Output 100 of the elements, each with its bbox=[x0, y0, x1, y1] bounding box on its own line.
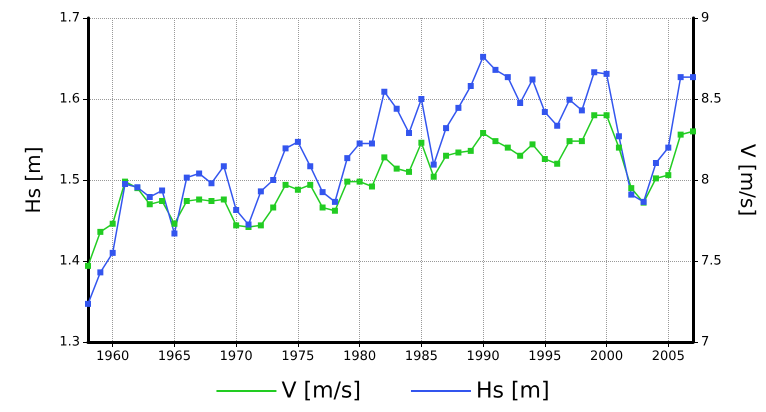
x-tick-label: 2005 bbox=[652, 349, 685, 364]
point bbox=[678, 132, 684, 138]
point bbox=[320, 189, 326, 196]
point bbox=[455, 104, 462, 111]
point bbox=[455, 149, 462, 156]
point bbox=[282, 182, 289, 188]
point bbox=[159, 198, 166, 204]
y2-tick-label: 7.5 bbox=[701, 254, 722, 268]
point bbox=[233, 206, 240, 213]
point bbox=[196, 170, 202, 177]
point bbox=[159, 188, 166, 194]
y-tick-label: 1.4 bbox=[59, 254, 80, 268]
point bbox=[480, 54, 486, 60]
point bbox=[85, 262, 91, 269]
point bbox=[443, 152, 450, 159]
point bbox=[356, 140, 363, 147]
point bbox=[258, 222, 264, 228]
x-tick-label: 1985 bbox=[404, 349, 438, 364]
point bbox=[381, 88, 388, 95]
point bbox=[85, 300, 91, 307]
point bbox=[480, 130, 486, 136]
point bbox=[652, 160, 659, 166]
point bbox=[294, 138, 301, 145]
point bbox=[690, 74, 696, 80]
y-tick-label: 1.3 bbox=[59, 334, 80, 350]
point bbox=[97, 228, 104, 235]
point bbox=[665, 172, 672, 178]
point bbox=[578, 138, 585, 144]
y2-tick-label: 8.5 bbox=[701, 92, 722, 106]
point bbox=[566, 138, 573, 144]
point bbox=[171, 230, 178, 236]
point bbox=[344, 178, 350, 185]
point bbox=[604, 112, 610, 118]
point bbox=[542, 108, 548, 115]
point bbox=[184, 198, 190, 204]
point bbox=[307, 182, 314, 188]
y2-tick-label: 8 bbox=[701, 172, 710, 188]
point bbox=[504, 144, 511, 151]
y2-axis-title: V [m/s] bbox=[736, 144, 760, 216]
x-tick-label: 2000 bbox=[590, 349, 624, 364]
point bbox=[517, 152, 524, 159]
point bbox=[616, 144, 622, 151]
y2-tick-label: 7 bbox=[701, 334, 710, 350]
y-tick-label: 1.5 bbox=[59, 172, 80, 188]
y-tick-label: 1.6 bbox=[59, 92, 80, 106]
point bbox=[517, 100, 524, 106]
point bbox=[529, 76, 536, 83]
point bbox=[110, 250, 116, 256]
point bbox=[332, 198, 338, 205]
point bbox=[146, 194, 153, 200]
point bbox=[332, 208, 338, 214]
point bbox=[344, 155, 350, 162]
point bbox=[320, 204, 326, 211]
point bbox=[591, 112, 598, 118]
point bbox=[294, 186, 301, 193]
point bbox=[616, 133, 622, 140]
point bbox=[220, 196, 227, 202]
point bbox=[258, 188, 264, 194]
legend-label: V [m/s] bbox=[281, 378, 361, 404]
point bbox=[406, 130, 412, 136]
point bbox=[368, 140, 375, 147]
point bbox=[270, 177, 276, 183]
point bbox=[554, 122, 560, 129]
x-tick-label: 1960 bbox=[96, 349, 130, 364]
x-tick-label: 1980 bbox=[343, 349, 376, 364]
point bbox=[468, 148, 474, 154]
legend-label: Hs [m] bbox=[476, 378, 550, 404]
point bbox=[282, 145, 289, 152]
point bbox=[566, 96, 573, 103]
y-axis-title: Hs [m] bbox=[21, 146, 45, 214]
point bbox=[418, 96, 424, 102]
point bbox=[146, 201, 153, 208]
point bbox=[665, 144, 672, 151]
point bbox=[122, 181, 128, 188]
point bbox=[270, 204, 276, 211]
point bbox=[529, 141, 536, 148]
y2-tick-label: 9 bbox=[701, 10, 710, 26]
point bbox=[394, 106, 400, 112]
point bbox=[678, 74, 684, 80]
x-tick-label: 1970 bbox=[220, 349, 253, 364]
point bbox=[628, 185, 634, 192]
x-tick-label: 1995 bbox=[528, 349, 562, 364]
point bbox=[492, 138, 498, 144]
point bbox=[604, 70, 610, 77]
x-tick-label: 1990 bbox=[466, 349, 500, 364]
point bbox=[356, 178, 363, 185]
point bbox=[504, 74, 511, 80]
point bbox=[468, 83, 474, 90]
point bbox=[381, 154, 388, 160]
point bbox=[394, 166, 400, 172]
point bbox=[171, 220, 178, 227]
y-tick-label: 1.7 bbox=[59, 10, 80, 26]
point bbox=[492, 66, 498, 73]
point bbox=[443, 125, 450, 132]
point bbox=[196, 196, 202, 202]
point bbox=[418, 140, 424, 146]
point bbox=[430, 162, 437, 168]
point bbox=[628, 192, 634, 198]
point bbox=[542, 156, 548, 162]
point bbox=[578, 107, 585, 114]
